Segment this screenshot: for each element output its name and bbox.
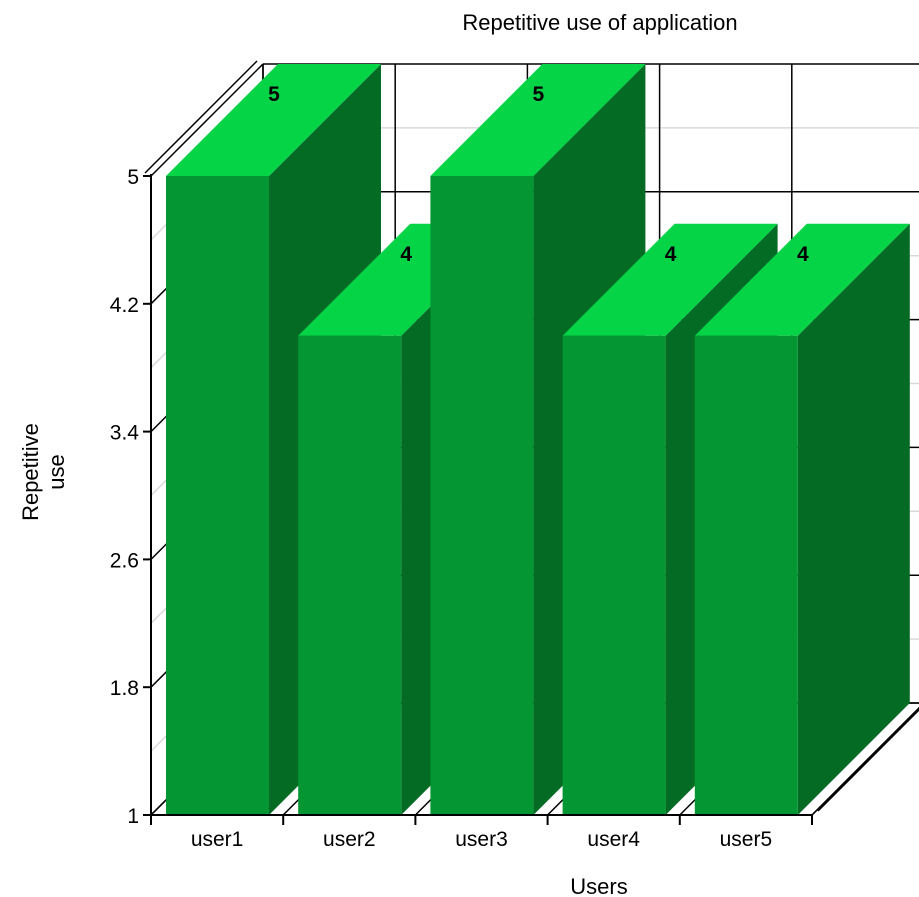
y-tick-label: 5: [127, 166, 139, 189]
y-tick-label: 4.2: [110, 294, 139, 317]
axes: [150, 174, 812, 816]
x-tick-label: user2: [323, 828, 376, 851]
x-tick-label: user5: [720, 828, 773, 851]
wall-top-edge-outer: [144, 60, 258, 174]
bar-side: [797, 223, 910, 815]
chart-title: Repetitive use of application: [462, 10, 737, 35]
bar-top: [430, 64, 646, 176]
y-tick-label: 1: [127, 805, 139, 828]
bar-top: [694, 223, 910, 336]
bar-top: [166, 64, 381, 176]
x-tick-label: user3: [455, 828, 508, 851]
bar-front: [562, 335, 666, 815]
y-tick-label: 1.8: [110, 677, 139, 700]
floor-right-edge-outer: [817, 708, 919, 812]
value-label: 5: [533, 83, 545, 106]
y-axis-ticks: 1 1.8 2.6 3.4 4.2 5: [110, 166, 151, 828]
bar: 4: [694, 223, 910, 815]
y-axis-title-line2: use: [44, 454, 69, 489]
value-label: 5: [268, 83, 280, 106]
bars: 5 4 5 4 4: [166, 64, 910, 815]
value-label: 4: [797, 243, 809, 266]
value-label: 4: [400, 243, 412, 266]
bar-front: [694, 335, 798, 815]
bar-top: [562, 223, 778, 336]
y-tick-label: 2.6: [110, 549, 139, 572]
floor-right-edge: [811, 706, 919, 816]
y-tick-label: 3.4: [110, 422, 140, 445]
y-axis-title-line1: Repetitive: [18, 423, 43, 521]
y-axis-title: Repetitive use: [18, 423, 69, 521]
value-label: 4: [665, 243, 677, 266]
wall-gridline: [150, 63, 264, 177]
bar-front: [298, 335, 402, 815]
x-tick-label: user4: [587, 828, 640, 851]
x-axis-title: Users: [570, 874, 627, 897]
x-axis-ticks: user1 user2 user3 user4 user5: [150, 815, 813, 851]
x-tick-label: user1: [191, 828, 244, 851]
bar-front: [430, 176, 534, 815]
bar-front: [166, 176, 269, 815]
